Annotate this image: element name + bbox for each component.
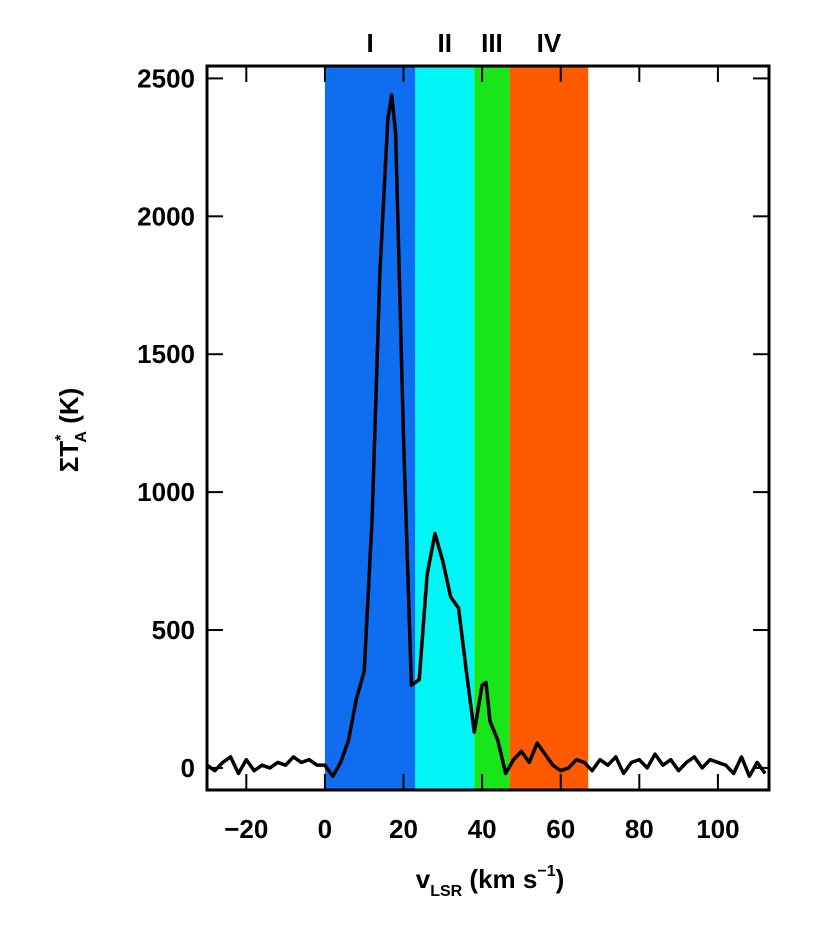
x-tick-label: −20: [224, 814, 268, 844]
y-label-rest: (K): [54, 388, 84, 431]
regions: [324, 66, 589, 790]
x-tick-label: 60: [546, 814, 575, 844]
y-tick-label: 0: [181, 753, 195, 783]
region-band: [415, 66, 475, 790]
y-tick-label: 500: [152, 615, 195, 645]
y-label-main: ΣT: [54, 441, 84, 473]
y-tick-label: 2000: [137, 201, 195, 231]
y-tick-label: 2500: [137, 63, 195, 93]
x-tick-label: 40: [468, 814, 497, 844]
region-band: [324, 66, 416, 790]
x-label-rest: (km s: [462, 864, 537, 894]
region-label: II: [438, 28, 452, 58]
x-tick-label: 20: [389, 814, 418, 844]
y-axis-label: ΣT* A (K): [53, 388, 90, 473]
x-tick-label: 0: [318, 814, 332, 844]
region-band: [509, 66, 589, 790]
x-label-sup: −1: [537, 863, 555, 880]
plot: [205, 64, 771, 792]
plot-frame: [205, 64, 771, 792]
region-label: III: [481, 28, 503, 58]
x-tick-label: 100: [696, 814, 739, 844]
region-label: IV: [537, 28, 562, 58]
y-tick-label: 1000: [137, 477, 195, 507]
spectrum-line: [205, 93, 767, 778]
y-label-sub: A: [73, 431, 90, 443]
y-label-sup: *: [53, 434, 70, 441]
y-tick-label: 1500: [137, 339, 195, 369]
x-tick-label: 80: [625, 814, 654, 844]
region-label: I: [366, 28, 373, 58]
x-axis-label: vLSR (km s−1): [416, 863, 565, 900]
x-label-main: v: [416, 864, 431, 894]
region-band: [474, 66, 510, 790]
x-label-sub: LSR: [430, 883, 462, 900]
x-label-end: ): [556, 864, 565, 894]
